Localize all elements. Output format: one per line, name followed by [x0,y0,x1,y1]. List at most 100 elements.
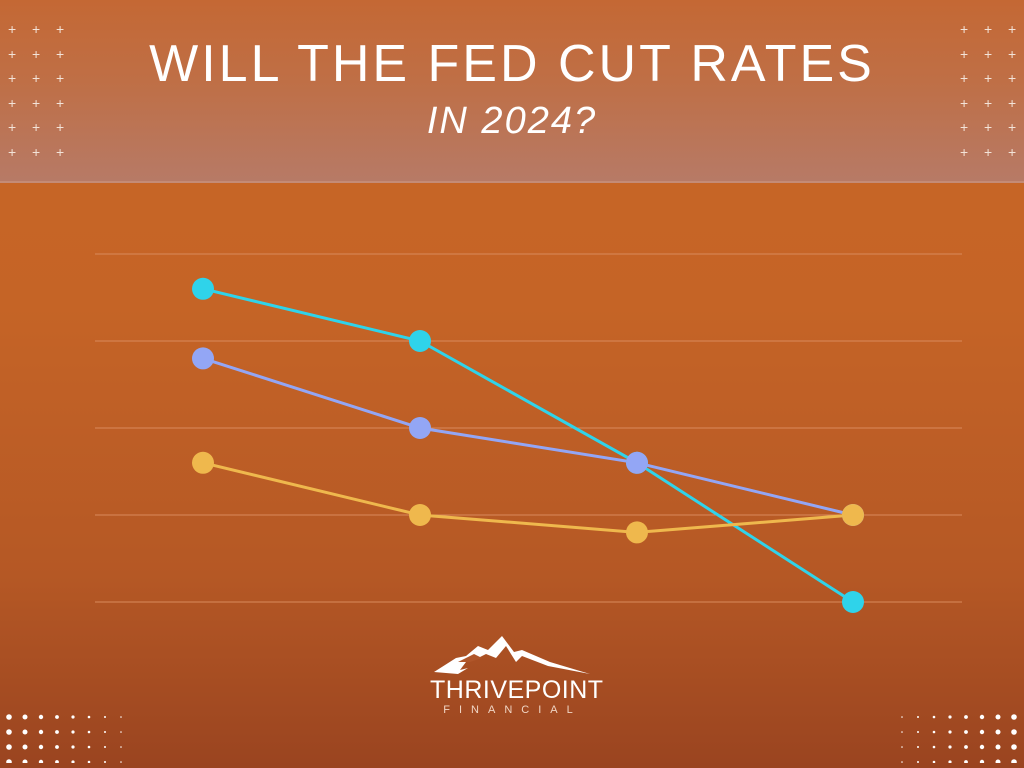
dot-icon [917,716,919,718]
plus-icon: + [8,143,17,160]
dot-icon [55,745,59,749]
dot-icon [995,714,1001,720]
dot-pattern-right [901,714,1017,763]
page-subtitle: IN 2024? [426,100,598,142]
series-line [202,356,854,517]
dot-icon [38,729,44,735]
dot-icon [964,745,968,749]
page-title: WILL THE FED CUT RATES [149,35,875,93]
dot-icon [948,760,952,763]
dot-icon [901,761,903,763]
dot-icon [55,760,59,763]
plus-icon: + [56,45,65,62]
plus-icon: + [984,94,993,111]
dot-icon [104,731,106,733]
dot-icon [964,760,968,763]
data-point [626,451,648,474]
dot-icon [87,760,91,763]
brand-logo: THRIVEPOINT FINANCIAL [430,632,604,722]
dot-icon [55,715,59,719]
dot-icon [104,716,106,718]
plus-icon: + [8,45,17,62]
dot-icon [917,731,919,733]
data-point [842,504,864,526]
dot-icon [71,715,75,719]
plus-icon: + [984,45,993,62]
dot-icon [948,745,952,749]
plus-icon: + [32,70,41,86]
dot-icon [22,714,28,720]
plus-icon: + [32,119,41,135]
data-point [842,504,864,526]
dot-icon [979,744,985,750]
plus-icon: + [960,70,969,86]
plus-pattern-left: + + + + + + + + + + + + + + + + + + [8,22,80,169]
dot-icon [964,730,968,734]
data-point [192,451,214,474]
dot-icon [120,746,122,748]
plus-icon: + [984,70,993,86]
plus-icon: + [984,119,993,135]
dot-icon [901,746,903,748]
plus-icon: + [984,21,993,37]
plus-icon: + [1008,21,1017,37]
data-point [626,451,648,474]
dot-pattern-left [6,714,122,763]
dot-icon [932,730,936,734]
dot-icon [917,761,919,763]
data-point [192,277,214,300]
plus-icon: + [960,45,969,62]
plus-icon: + [56,94,65,111]
chart-gridlines [95,253,962,603]
dot-icon [120,716,122,718]
plus-pattern-right: + + + + + + + + + + + + + + + + + + [960,22,1024,169]
dot-icon [995,729,1001,735]
chart-series-lines [202,287,854,604]
plus-icon: + [960,21,969,37]
dot-icon [901,716,903,718]
plus-icon: + [8,21,17,37]
plus-icon: + [960,143,969,160]
dot-icon [55,730,59,734]
brand-name: THRIVEPOINT [430,676,604,704]
dot-icon [932,760,936,763]
brand-tagline: FINANCIAL [443,704,582,716]
dot-icon [932,715,936,719]
plus-icon: + [1008,45,1017,62]
plus-icon: + [56,143,65,160]
plus-icon: + [32,45,41,62]
dot-icon [1011,759,1017,763]
dot-icon [979,714,985,720]
plus-icon: + [1008,119,1017,135]
dot-icon [38,744,44,750]
dot-icon [995,744,1001,750]
dot-icon [948,730,952,734]
plus-icon: + [56,21,65,37]
plus-icon: + [984,143,993,160]
dot-icon [22,729,28,735]
plus-icon: + [8,70,17,86]
mountain-icon [434,636,590,674]
dot-icon [979,729,985,735]
dot-icon [901,731,903,733]
dot-icon [87,730,91,734]
data-point [842,591,864,613]
dot-icon [87,715,91,719]
plus-icon: + [56,119,65,135]
plus-icon: + [56,70,65,86]
plus-icon: + [8,94,17,111]
dot-icon [38,759,44,763]
series-line [202,287,854,604]
dot-icon [22,744,28,750]
data-point [192,347,214,370]
dot-icon [948,715,952,719]
plus-icon: + [960,94,969,111]
data-point [409,504,431,526]
plus-icon: + [8,119,17,135]
plus-icon: + [32,21,41,37]
dot-icon [1011,729,1017,735]
dot-icon [995,759,1001,763]
dot-icon [932,745,936,749]
dot-icon [38,714,44,720]
dot-icon [6,729,12,735]
